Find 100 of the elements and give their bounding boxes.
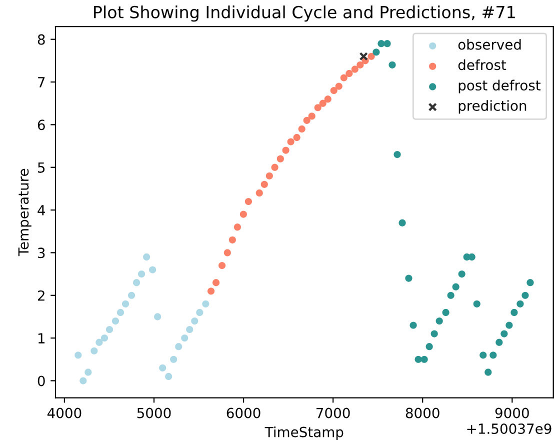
point <box>510 308 518 316</box>
y-tick-label: 0 <box>38 376 45 386</box>
point <box>526 279 534 286</box>
point <box>473 300 480 308</box>
x-tick-label: 7000 <box>316 408 350 418</box>
point <box>410 322 417 329</box>
x-tick-label: 5000 <box>137 408 171 418</box>
point <box>308 112 316 120</box>
legend-label: defrost <box>458 59 506 70</box>
point <box>372 48 380 56</box>
point <box>170 356 178 363</box>
point <box>346 70 353 78</box>
point <box>468 253 476 261</box>
point <box>202 300 210 308</box>
point <box>100 334 108 342</box>
point <box>426 343 433 350</box>
point <box>116 308 124 316</box>
legend-label: observed <box>458 39 521 50</box>
point <box>398 219 406 226</box>
point <box>330 86 338 94</box>
y-tick-label: 8 <box>38 34 45 45</box>
point <box>368 52 375 60</box>
point <box>149 266 156 274</box>
point <box>516 300 524 308</box>
point <box>159 364 166 372</box>
chart-title: Plot Showing Individual Cycle and Predictions, #71 <box>94 6 515 22</box>
y-tick-label: 7 <box>38 77 45 88</box>
point <box>138 270 146 278</box>
y-axis-title: Temperature <box>18 168 32 256</box>
point <box>522 292 529 299</box>
point <box>266 172 273 180</box>
point <box>276 155 284 162</box>
x-tick-label: 9000 <box>495 408 529 418</box>
point <box>196 308 204 316</box>
point <box>90 347 98 354</box>
point <box>175 343 182 350</box>
point <box>436 317 443 325</box>
point <box>112 317 120 325</box>
point <box>500 330 508 338</box>
point <box>324 96 332 103</box>
point <box>207 288 215 295</box>
point <box>287 138 294 146</box>
text: +1.50037e9 <box>467 424 552 434</box>
point <box>405 274 412 282</box>
point <box>356 61 364 68</box>
point <box>271 164 278 171</box>
point <box>256 189 263 196</box>
x-tick-label: 8000 <box>406 408 440 418</box>
point <box>212 279 220 286</box>
point <box>282 146 290 154</box>
point <box>132 279 140 286</box>
point <box>490 352 497 359</box>
point <box>303 116 310 124</box>
y-tick-label: 2 <box>38 290 44 301</box>
point <box>420 356 428 363</box>
point <box>359 52 368 61</box>
point <box>458 270 466 278</box>
point <box>128 292 136 299</box>
point <box>351 66 358 73</box>
point <box>234 224 241 231</box>
point <box>122 300 130 308</box>
point <box>240 210 247 218</box>
point <box>496 338 503 346</box>
y-tick-label: 1 <box>38 333 44 344</box>
point <box>218 262 226 270</box>
point <box>394 151 401 158</box>
point <box>319 100 326 107</box>
point <box>430 330 438 338</box>
point <box>96 338 103 346</box>
point <box>80 377 87 384</box>
point <box>74 352 82 359</box>
x-axis-title: TimeStamp <box>264 426 344 440</box>
point <box>244 198 252 206</box>
point <box>414 356 422 363</box>
point <box>224 249 231 256</box>
point <box>106 326 114 334</box>
point <box>143 253 150 261</box>
x-tick-label: 6000 <box>226 408 260 418</box>
point <box>165 372 172 380</box>
point <box>442 308 450 316</box>
point <box>480 352 487 359</box>
point <box>228 236 236 244</box>
y-tick-label: 3 <box>38 248 45 258</box>
point <box>181 334 188 342</box>
point <box>384 40 391 48</box>
point <box>452 283 460 290</box>
point <box>191 317 198 325</box>
legend-label: post defrost <box>458 80 540 94</box>
point <box>506 322 513 329</box>
point <box>260 180 268 188</box>
point <box>335 82 342 90</box>
point <box>154 313 162 320</box>
point <box>84 368 92 376</box>
x-tick-label: 4000 <box>47 408 82 418</box>
point <box>378 40 385 48</box>
point <box>298 125 306 132</box>
point <box>388 61 396 68</box>
y-tick-label: 6 <box>38 120 45 130</box>
y-tick-label: 5 <box>38 162 45 173</box>
point <box>340 74 348 82</box>
